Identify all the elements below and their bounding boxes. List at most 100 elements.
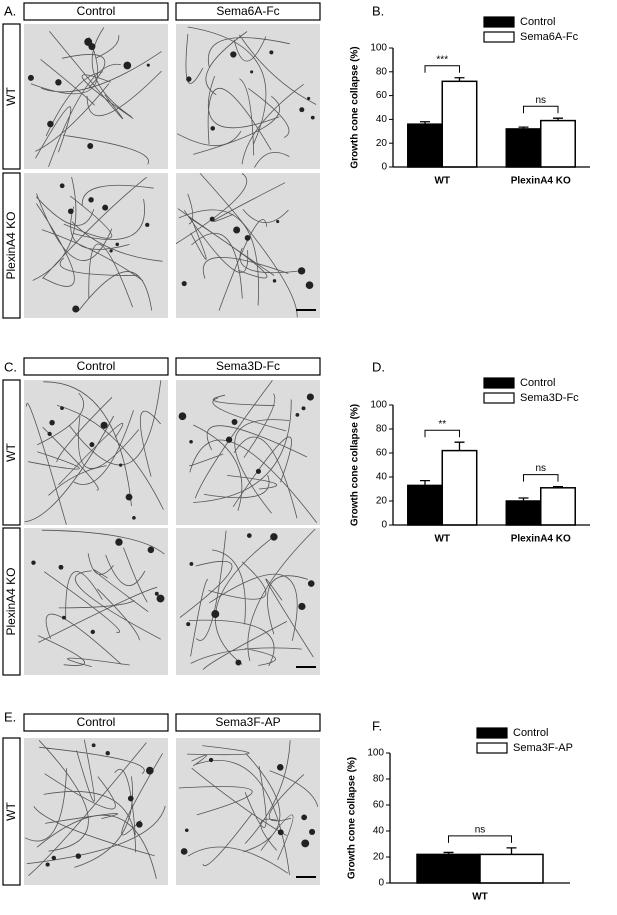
micrograph	[24, 24, 168, 169]
growth-cone	[230, 51, 237, 58]
y-tick-label: 100	[367, 748, 384, 759]
growth-cone	[105, 751, 110, 756]
y-tick-label: 60	[376, 448, 388, 459]
legend-swatch	[476, 742, 508, 754]
row-label-box	[2, 527, 21, 676]
significance-label: ***	[436, 54, 448, 65]
bar	[479, 853, 544, 884]
row-label: PlexinA4 KO	[4, 211, 18, 279]
growth-cone	[31, 560, 36, 565]
growth-cone	[269, 50, 274, 55]
y-axis-label: Growth cone collapse (%)	[347, 757, 358, 879]
growth-cone	[209, 216, 215, 222]
growth-cone	[181, 280, 187, 287]
y-tick-label: 100	[370, 43, 387, 54]
growth-cone	[55, 79, 62, 86]
significance-bracket	[523, 474, 559, 482]
growth-cone	[123, 61, 132, 70]
growth-cone	[91, 743, 96, 748]
row-label: WT	[4, 87, 18, 106]
y-tick-label: 80	[376, 66, 388, 77]
growth-cone	[59, 183, 65, 189]
growth-cone	[244, 235, 251, 241]
bar	[407, 484, 443, 526]
y-tick-label: 100	[370, 400, 387, 411]
error-bar	[552, 117, 563, 121]
legend-swatch	[483, 16, 515, 28]
micrograph	[176, 738, 320, 885]
significance-bracket	[448, 835, 512, 843]
neurite	[32, 176, 163, 311]
significance-label: ns	[535, 463, 546, 474]
growth-cone	[90, 629, 95, 635]
growth-cone	[156, 594, 165, 603]
growth-cone	[297, 267, 306, 275]
significance-bracket	[424, 65, 460, 73]
growth-cone	[255, 468, 262, 474]
micrograph	[176, 380, 320, 525]
growth-cone	[231, 419, 238, 426]
significance-label: ns	[535, 95, 546, 106]
growth-cone	[299, 107, 305, 113]
micrograph	[24, 380, 168, 525]
growth-cone	[58, 564, 64, 570]
growth-cone	[250, 70, 254, 74]
growth-cone	[178, 412, 187, 421]
x-tick-label: WT	[434, 176, 450, 187]
growth-cone	[189, 562, 194, 566]
column-header-box	[175, 357, 321, 376]
significance-bracket	[424, 429, 460, 438]
panel-label: B.	[372, 3, 384, 18]
growth-cone	[47, 120, 54, 128]
x-tick-label: WT	[434, 534, 450, 545]
bar	[441, 449, 478, 526]
y-tick-label: 60	[376, 90, 388, 101]
bar	[505, 128, 542, 168]
growth-cone	[62, 615, 66, 620]
panel-label: D.	[372, 359, 385, 374]
growth-cone	[270, 533, 278, 541]
error-bar	[506, 847, 517, 855]
error-bar	[454, 77, 465, 82]
bar	[540, 119, 576, 168]
y-tick-label: 40	[373, 826, 385, 837]
neurite	[179, 528, 316, 670]
legend-swatch	[476, 727, 508, 739]
column-header: Control	[77, 359, 116, 373]
growth-cone	[186, 622, 191, 627]
row-label: WT	[4, 802, 18, 821]
column-header-box	[23, 713, 169, 732]
growth-cone	[233, 226, 241, 234]
growth-cone	[51, 855, 57, 861]
growth-cone	[127, 795, 134, 802]
growth-cone	[72, 305, 80, 313]
growth-cone	[184, 828, 189, 833]
panel-label: A.	[4, 3, 16, 18]
error-bar	[443, 851, 454, 855]
growth-cone	[189, 439, 193, 444]
growth-cone	[246, 533, 252, 538]
neurite	[175, 173, 305, 318]
growth-cone	[67, 208, 74, 215]
growth-cone	[306, 393, 314, 401]
bar	[540, 487, 576, 526]
growth-cone	[309, 828, 316, 835]
column-header: Sema3F-AP	[215, 715, 280, 729]
significance-label: ns	[475, 825, 486, 836]
micrograph	[24, 738, 168, 885]
legend-label: Control	[520, 377, 555, 389]
error-bar	[552, 485, 563, 488]
row-label-box	[2, 379, 21, 526]
growth-cone	[89, 442, 95, 448]
growth-cone	[208, 757, 214, 763]
y-axis-label: Growth cone collapse (%)	[350, 46, 361, 168]
row-label-box	[2, 172, 21, 319]
legend-label: Sema3F-AP	[513, 742, 573, 754]
growth-cone	[210, 126, 215, 131]
growth-cone	[109, 249, 113, 253]
growth-cone	[75, 853, 82, 859]
growth-cone	[102, 204, 109, 211]
growth-cone	[27, 74, 34, 81]
error-bar	[454, 441, 465, 451]
legend-label: Control	[520, 16, 555, 28]
